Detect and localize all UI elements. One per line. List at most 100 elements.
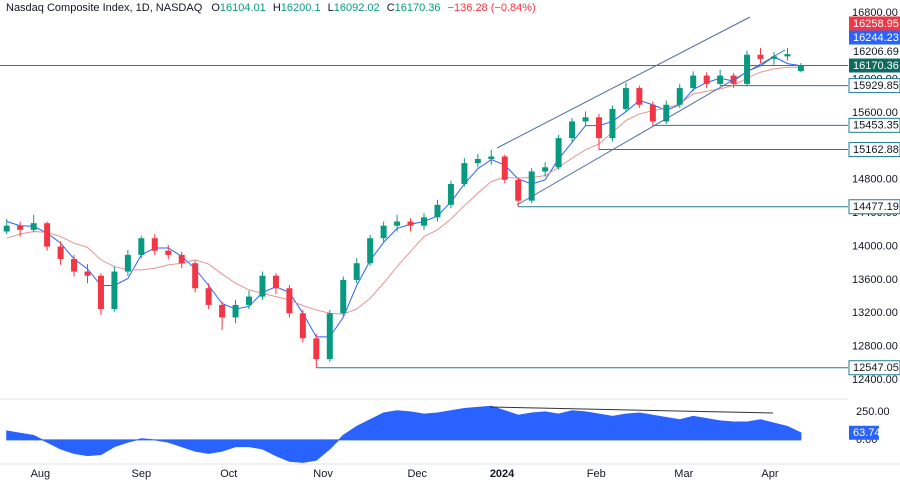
candle-body [380,225,387,239]
y-tick-label: 16800.00 [852,7,898,19]
candle-body [474,158,481,164]
price-tag-label: 16170.36 [853,60,899,72]
candle-body [447,183,454,205]
osc-last-tag [849,425,879,440]
price-tag [849,30,900,45]
candle-body [17,225,24,230]
candle-body [717,75,724,84]
candle-body [97,275,104,310]
x-tick-label: Feb [587,468,606,480]
candle-body [757,54,764,59]
level-tag [848,142,900,158]
candle-body [595,117,602,139]
close-label: C [387,2,395,14]
candle-body [636,88,643,105]
level-label: 15453.35 [853,120,899,132]
low-label: L [328,2,334,14]
candle-body [313,338,320,360]
level-tag [848,117,900,133]
y-tick-label: 12400.00 [852,374,898,386]
price-tag-label: 16244.23 [853,32,899,44]
candle-body [703,75,710,84]
x-tick-label: Sep [132,468,152,480]
candle-body [232,304,239,318]
high-label: H [273,2,281,14]
price-tags: 12400.00 12800.00 13200.00 13600.00 14000.00… [848,7,900,446]
oscillator-trendline [489,406,774,414]
y-tick-label: 14000.00 [852,240,898,252]
channel-upper [496,16,751,149]
open-label: O [211,2,220,14]
candle-body [609,108,616,139]
y-tick-label: 13600.00 [852,274,898,286]
x-tick-label: Mar [674,468,693,480]
channel-lower [516,49,786,206]
candle-body [501,156,508,180]
open: 16104.01 [220,2,266,14]
candle-body [367,238,374,264]
osc-last-label: 63.74 [853,427,881,439]
candle-body [111,271,118,310]
candle-body [622,88,629,109]
x-tick-label: Oct [220,468,237,480]
candle-body [259,275,266,297]
candle-body [434,204,441,218]
candle-body [555,138,562,168]
price-tag-label: 16206.69 [853,46,899,58]
y-tick-label: 14800.00 [852,174,898,186]
price-tag [849,58,900,73]
osc-tick-label: 250.00 [856,406,890,418]
candle-body [299,313,306,339]
y-tick-label: 13200.00 [852,307,898,319]
level-tag [848,199,900,215]
oscillator-area [6,405,802,463]
candle-body [205,288,212,305]
plot [0,48,848,463]
candle-body [44,223,51,247]
candle-body [784,54,791,57]
x-tick-label: Aug [31,468,51,480]
y-tick-label: 15600.00 [852,107,898,119]
level-label: 15929.85 [853,80,899,92]
candle-body [690,75,697,89]
candle-body [57,246,64,260]
candle-body [219,304,226,318]
candle-body [340,279,347,314]
high: 16200.1 [281,2,321,14]
candle-body [30,223,37,230]
change: −136.28 (−0.84%) [448,2,536,14]
candle-body [286,288,293,314]
candle-body [353,263,360,280]
x-tick-label: Nov [313,468,333,480]
symbol: Nasdaq Composite Index, 1D, NASDAQ [6,2,203,14]
level-label: 14477.19 [853,201,899,213]
candle-body [165,250,172,255]
candle-body [461,163,468,184]
level-label: 12547.05 [853,362,899,374]
candle-body [797,65,804,72]
price-tag [849,44,900,59]
x-tick-label: Dec [407,468,427,480]
low: 16092.02 [334,2,380,14]
candle-body [138,238,145,255]
candle-body [515,179,522,201]
candle-body [488,156,495,159]
x-tick-label: Apr [761,468,778,480]
candle-body [744,54,751,84]
candle-body [151,238,158,251]
level-tag [848,360,900,376]
candle-body [3,225,10,232]
x-tick-label: 2024 [490,468,515,480]
level-tag [848,78,900,94]
candle-body [246,296,253,305]
candle-body [272,275,279,289]
candle-body [192,263,199,289]
candle-body [178,254,185,264]
candle-body [528,171,535,201]
close: 16170.36 [395,2,441,14]
level-label: 15162.88 [853,144,899,156]
candle-body [407,221,414,226]
candle-body [542,167,549,172]
candle-body [394,221,401,226]
